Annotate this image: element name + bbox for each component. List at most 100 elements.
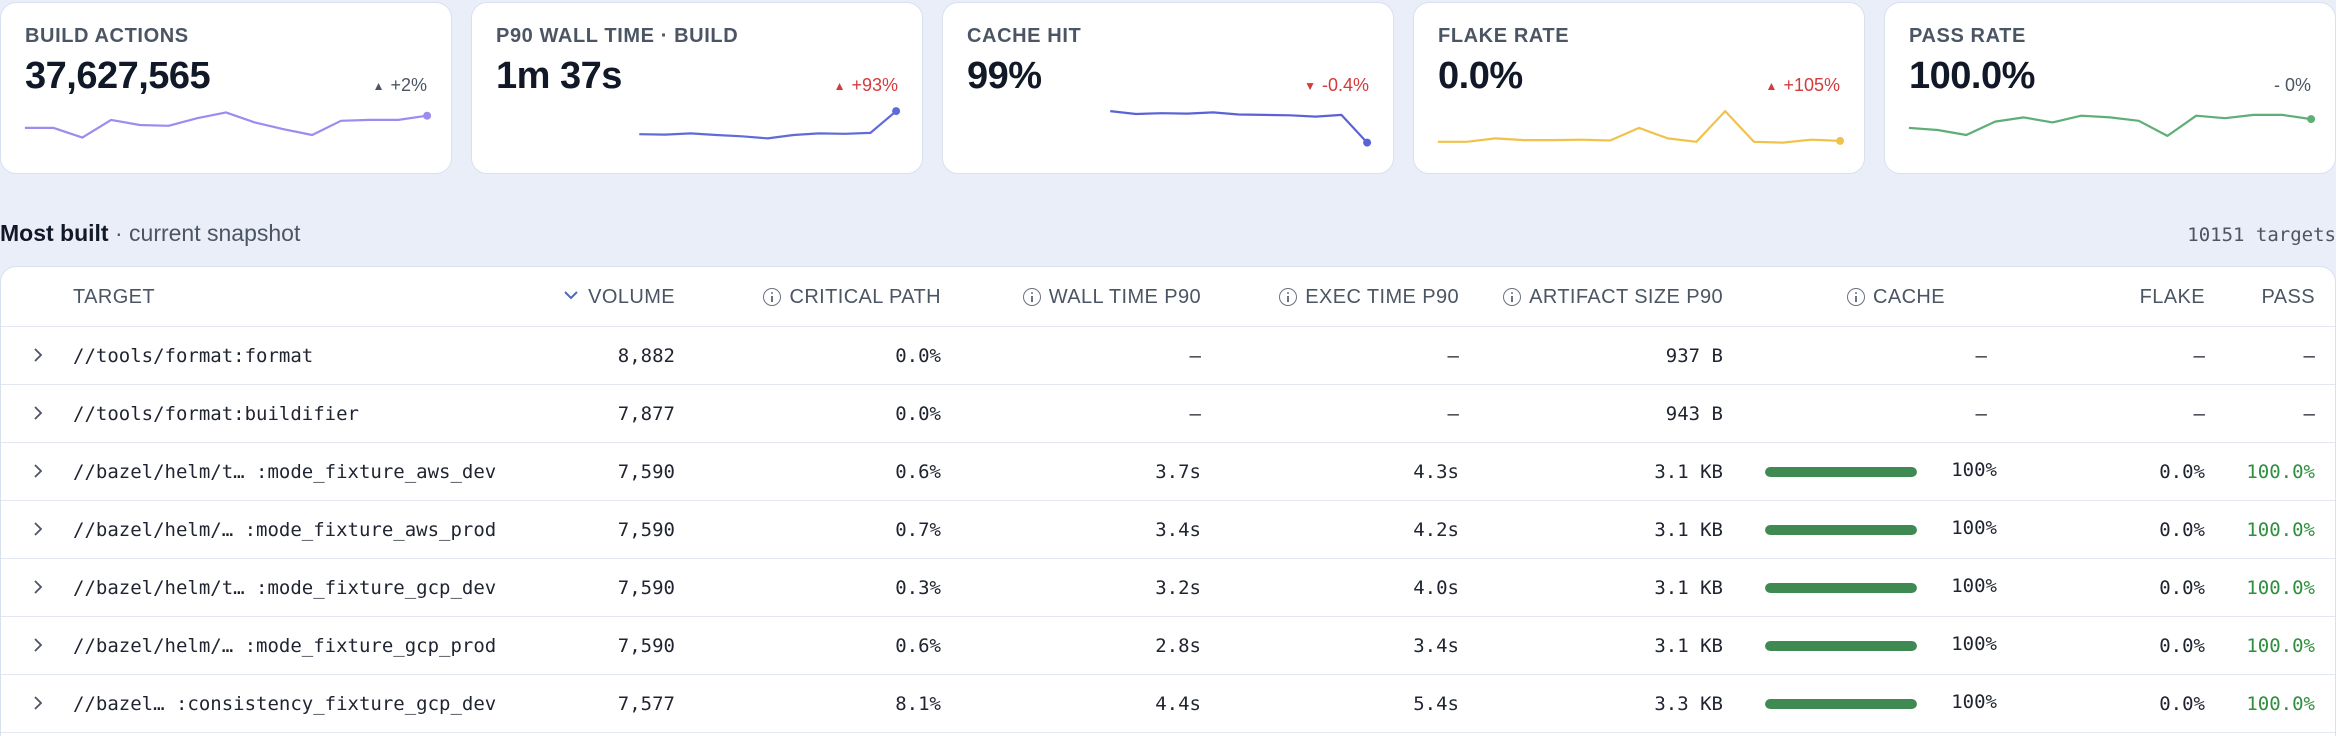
cell-cache-value: — (1975, 345, 1987, 367)
cell-critical-path: 0.0% (895, 403, 941, 425)
cell-cache-value: — (1975, 403, 1987, 425)
table-row[interactable]: //bazel/helm/… :mode_fixture_aws_prod 7,5… (1, 501, 2335, 559)
card-cache-hit[interactable]: CACHE HIT 99% ▼ -0.4% (942, 2, 1394, 174)
sort-desc-icon (564, 287, 578, 305)
cell-cache-value: 100% (1951, 575, 1997, 597)
column-label: PASS (2261, 285, 2315, 308)
cell-wall-time: 4.4s (1155, 693, 1201, 715)
cell-target[interactable]: //bazel/helm/t… :mode_fixture_gcp_dev (73, 577, 497, 599)
card-delta-value: - 0% (2273, 75, 2311, 95)
cell-exec-time: 5.4s (1413, 693, 1459, 715)
card-delta-value: +105% (1783, 75, 1840, 95)
chevron-right-icon[interactable] (27, 460, 49, 482)
sparkline-path (639, 110, 897, 140)
cell-artifact-size: 943 B (1665, 403, 1723, 425)
cell-cache-value: 100% (1951, 459, 1997, 481)
card-title: FLAKE RATE (1438, 25, 1570, 47)
chevron-right-icon[interactable] (27, 634, 49, 656)
cell-target[interactable]: //bazel/helm/… :mode_fixture_aws_prod (73, 519, 497, 541)
card-build-actions[interactable]: BUILD ACTIONS 37,627,565 ▲ +2% (0, 2, 452, 174)
cell-critical-path: 8.1% (895, 693, 941, 715)
info-icon[interactable] (1846, 288, 1865, 306)
cell-pass: 100.0% (2246, 635, 2315, 657)
table-row[interactable]: //tools/format:format 8,882 0.0% — — 937 B — — — (1, 327, 2335, 385)
cell-flake: 0.0% (2159, 519, 2205, 541)
cell-artifact-size: 937 B (1665, 345, 1723, 367)
cell-volume: 7,590 (617, 577, 675, 599)
info-icon[interactable] (763, 288, 782, 306)
cache-progress-fill (1765, 641, 1917, 651)
triangle-up-icon: ▲ (833, 78, 846, 93)
card-delta: ▲ +105% (1766, 75, 1840, 96)
cache-progress-fill (1765, 525, 1917, 535)
cell-artifact-size: 3.1 KB (1654, 461, 1723, 483)
cache-progress-bar (1765, 641, 1917, 651)
kpi-cards: BUILD ACTIONS 37,627,565 ▲ +2% P90 WALL … (0, 2, 2336, 174)
column-header-wall-time[interactable]: WALL TIME P90 (961, 267, 1201, 327)
table-row[interactable]: //bazel… :consistency_fixture_gcp_dev 7,5… (1, 675, 2335, 733)
column-header-flake[interactable]: FLAKE (2101, 267, 2205, 327)
cell-flake: 0.0% (2159, 693, 2205, 715)
chevron-right-icon[interactable] (27, 518, 49, 540)
chevron-right-icon[interactable] (27, 576, 49, 598)
column-header-pass[interactable]: PASS (2231, 267, 2315, 327)
cell-pass: — (2303, 345, 2315, 367)
cell-flake: 0.0% (2159, 635, 2205, 657)
cell-wall-time: — (1189, 403, 1201, 425)
card-p90-wall-time[interactable]: P90 WALL TIME · BUILD 1m 37s ▲ +93% (471, 2, 923, 174)
card-title: CACHE HIT (967, 25, 1082, 47)
cell-exec-time: 4.0s (1413, 577, 1459, 599)
column-header-cache[interactable]: CACHE (1761, 267, 1945, 327)
chevron-right-icon[interactable] (27, 402, 49, 424)
cell-target[interactable]: //bazel… :consistency_fixture_gcp_dev (73, 693, 497, 715)
cell-target[interactable]: //bazel/helm/t… :mode_fixture_aws_dev (73, 461, 497, 483)
chevron-right-icon[interactable] (27, 692, 49, 714)
card-title: PASS RATE (1909, 25, 2026, 47)
cache-progress-bar (1765, 525, 1917, 535)
info-icon[interactable] (1022, 288, 1041, 306)
triangle-down-icon: ▼ (1304, 78, 1316, 93)
cell-wall-time: 2.8s (1155, 635, 1201, 657)
column-label: CRITICAL PATH (789, 285, 941, 308)
column-header-exec-time[interactable]: EXEC TIME P90 (1221, 267, 1459, 327)
cell-wall-time: 3.2s (1155, 577, 1201, 599)
cell-pass: — (2303, 403, 2315, 425)
cell-target[interactable]: //tools/format:buildifier (73, 403, 359, 425)
column-header-critical-path[interactable]: CRITICAL PATH (701, 267, 941, 327)
column-header-volume[interactable]: VOLUME (521, 267, 675, 327)
card-flake-rate[interactable]: FLAKE RATE 0.0% ▲ +105% (1413, 2, 1865, 174)
cell-pass: 100.0% (2246, 577, 2315, 599)
card-value: 0.0% (1438, 55, 1523, 97)
sparkline-path (1908, 113, 2312, 138)
cell-exec-time: — (1447, 403, 1459, 425)
cell-artifact-size: 3.1 KB (1654, 519, 1723, 541)
card-delta: ▲ +93% (834, 75, 898, 96)
cell-wall-time: 3.7s (1155, 461, 1201, 483)
table-row[interactable]: //tools/format:buildifier 7,877 0.0% — — 943 … (1, 385, 2335, 443)
column-label: CACHE (1872, 285, 1945, 308)
card-delta-value: +93% (851, 75, 898, 95)
cell-artifact-size: 3.1 KB (1654, 577, 1723, 599)
column-label: ARTIFACT SIZE P90 (1529, 285, 1723, 308)
card-pass-rate[interactable]: PASS RATE 100.0% - 0% (1884, 2, 2336, 174)
cache-progress-fill (1765, 583, 1917, 593)
column-header-artifact-size[interactable]: ARTIFACT SIZE P90 (1471, 267, 1723, 327)
cell-critical-path: 0.0% (895, 345, 941, 367)
card-value: 99% (967, 55, 1042, 97)
table-row[interactable]: //bazel/helm/t… :mode_fixture_aws_dev 7,5… (1, 443, 2335, 501)
info-icon[interactable] (1279, 288, 1298, 306)
table-row[interactable]: //bazel/helm/… :mode_fixture_gcp_prod 7,5… (1, 617, 2335, 675)
cell-flake: — (2193, 345, 2205, 367)
cell-volume: 7,590 (617, 519, 675, 541)
cell-target[interactable]: //bazel/helm/… :mode_fixture_gcp_prod (73, 635, 497, 657)
table-row[interactable]: //bazel/helm/t… :mode_fixture_gcp_dev 7,5… (1, 559, 2335, 617)
cache-progress-fill (1765, 467, 1917, 477)
card-delta-value: +2% (390, 75, 427, 95)
cell-target[interactable]: //tools/format:format (73, 345, 314, 367)
chevron-right-icon[interactable] (27, 344, 49, 366)
card-delta: ▲ +2% (373, 75, 427, 96)
sparkline (1110, 110, 1372, 147)
info-icon[interactable] (1503, 288, 1522, 306)
cell-critical-path: 0.6% (895, 461, 941, 483)
column-header-target[interactable]: TARGET (73, 267, 155, 327)
